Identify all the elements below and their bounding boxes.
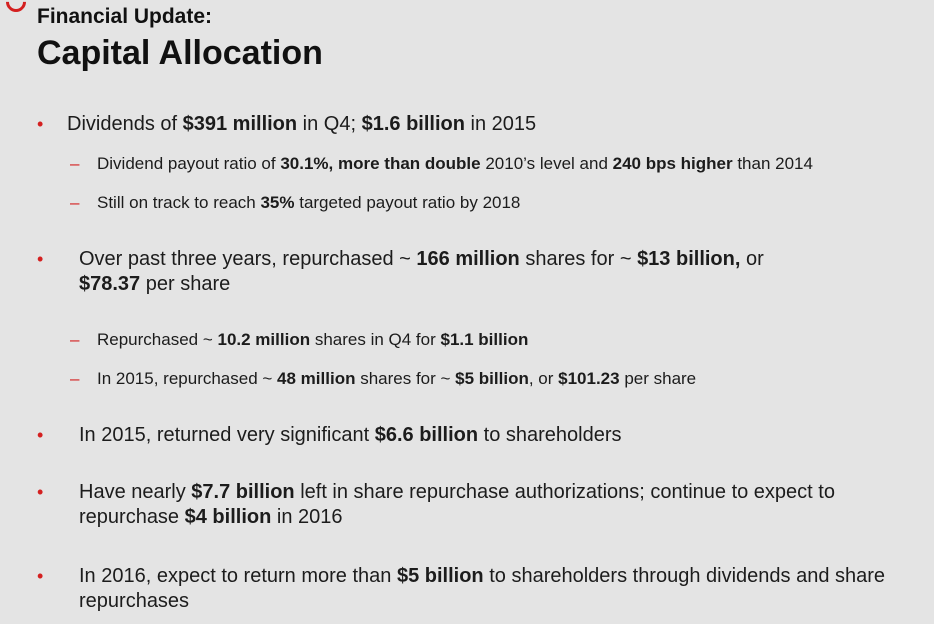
sub-bullet-text: Dividend payout ratio of 30.1%, more tha… — [97, 154, 813, 173]
dash-marker: – — [70, 369, 80, 388]
bullet-2016-return: • In 2016, expect to return more than $5… — [37, 564, 899, 614]
bullet-text: In 2016, expect to return more than $5 b… — [79, 565, 886, 612]
slide-subtitle: Financial Update: — [37, 5, 213, 28]
slide-title: Capital Allocation — [37, 34, 323, 72]
sub-bullet-on-track: – Still on track to reach 35% targeted p… — [70, 192, 520, 214]
bullet-marker: • — [37, 566, 44, 586]
bullet-marker: • — [37, 249, 44, 269]
sub-bullet-q4-repurchase: – Repurchased ~ 10.2 million shares in Q… — [70, 329, 528, 351]
sub-bullet-text: In 2015, repurchased ~ 48 million shares… — [97, 369, 697, 388]
bullet-returned-2015: • In 2015, returned very significant $6.… — [37, 423, 622, 448]
sub-bullet-2015-repurchase: – In 2015, repurchased ~ 48 million shar… — [70, 368, 696, 390]
bullet-text: Have nearly $7.7 billion left in share r… — [79, 481, 835, 528]
dash-marker: – — [70, 154, 80, 173]
slide-header: Financial Update: Capital Allocation — [37, 4, 323, 73]
bullet-marker: • — [37, 114, 44, 134]
dash-marker: – — [70, 330, 80, 349]
bullet-dividends: • Dividends of $391 million in Q4; $1.6 … — [37, 112, 536, 137]
sub-bullet-text: Still on track to reach 35% targeted pay… — [97, 193, 521, 212]
dash-marker: – — [70, 193, 80, 212]
bullet-text: Dividends of $391 million in Q4; $1.6 bi… — [67, 113, 537, 135]
bullet-authorizations: • Have nearly $7.7 billion left in share… — [37, 480, 899, 530]
bullet-marker: • — [37, 425, 44, 445]
bullet-marker: • — [37, 482, 44, 502]
sub-bullet-payout-ratio: – Dividend payout ratio of 30.1%, more t… — [70, 153, 813, 175]
bullet-text: In 2015, returned very significant $6.6 … — [79, 424, 622, 446]
logo-mark-icon — [1, 0, 31, 17]
bullet-text: Over past three years, repurchased ~ 166… — [79, 248, 764, 295]
bullet-repurchases: • Over past three years, repurchased ~ 1… — [37, 247, 839, 297]
sub-bullet-text: Repurchased ~ 10.2 million shares in Q4 … — [97, 330, 529, 349]
